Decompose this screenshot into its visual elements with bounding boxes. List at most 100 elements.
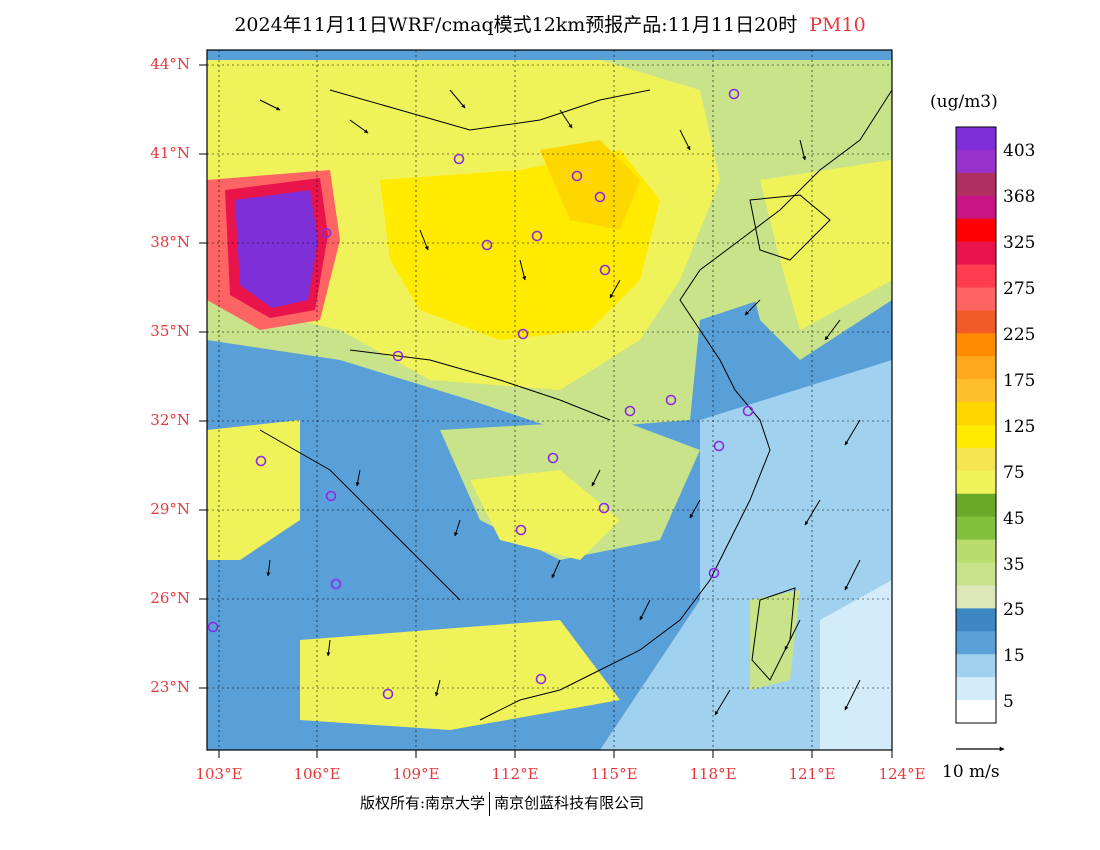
city-marker bbox=[535, 673, 547, 685]
colorbar-label: 5 bbox=[1003, 692, 1014, 712]
colorbar-swatch bbox=[956, 700, 996, 724]
city-marker bbox=[728, 88, 740, 100]
city-marker bbox=[713, 440, 725, 452]
colorbar-swatch bbox=[956, 402, 996, 426]
city-marker bbox=[531, 230, 543, 242]
city-marker bbox=[453, 153, 465, 165]
colorbar-swatch bbox=[956, 493, 996, 518]
lat-label: 35°N bbox=[150, 322, 190, 340]
colorbar-label: 225 bbox=[1003, 325, 1036, 345]
colorbar-swatch bbox=[956, 425, 996, 449]
city-marker bbox=[382, 688, 394, 700]
colorbar-swatch bbox=[956, 218, 996, 243]
city-marker bbox=[665, 394, 677, 406]
colorbar-swatch bbox=[956, 447, 996, 472]
lat-label: 44°N bbox=[150, 55, 190, 73]
colorbar-swatch bbox=[956, 562, 996, 586]
lon-label: 115°E bbox=[590, 765, 638, 783]
lon-ticks bbox=[218, 750, 893, 758]
city-marker bbox=[571, 170, 583, 182]
lon-label: 118°E bbox=[689, 765, 737, 783]
colorbar-label: 275 bbox=[1003, 279, 1036, 299]
lon-label: 109°E bbox=[392, 765, 440, 783]
shandong-yellow bbox=[760, 160, 892, 330]
colorbar-swatch bbox=[956, 677, 996, 701]
colorbar-label: 25 bbox=[1003, 600, 1025, 620]
colorbar-swatch bbox=[956, 470, 996, 495]
colorbar-swatch bbox=[956, 333, 996, 357]
colorbar-unit: (ug/m3) bbox=[930, 92, 998, 112]
variable-name: PM10 bbox=[809, 14, 866, 36]
wind-reference-label: 10 m/s bbox=[942, 762, 1000, 782]
colorbar-swatch bbox=[956, 195, 996, 220]
map-frame bbox=[206, 49, 893, 751]
lat-label: 32°N bbox=[150, 411, 190, 429]
coastline-boundaries bbox=[259, 89, 892, 721]
colorbar-swatch bbox=[956, 608, 996, 632]
colorbar-label: 75 bbox=[1003, 463, 1025, 483]
footer: 版权所有:南京大学 南京创蓝科技有限公司 bbox=[360, 792, 644, 816]
copyright-text: 版权所有:南京大学 bbox=[360, 794, 486, 812]
colorbar-label: 403 bbox=[1003, 141, 1036, 161]
city-marker bbox=[547, 452, 559, 464]
colorbar-swatch bbox=[956, 539, 996, 564]
lat-label: 29°N bbox=[150, 500, 190, 518]
colorbar-swatch bbox=[956, 585, 996, 609]
south-yellow bbox=[300, 620, 620, 730]
title-text: 2024年11月11日WRF/cmaq模式12km预报产品:11月11日20时 bbox=[234, 14, 798, 36]
footer-divider bbox=[489, 792, 491, 816]
lat-ticks bbox=[199, 64, 207, 689]
colorbar-label: 125 bbox=[1003, 417, 1036, 437]
colorbar-label: 35 bbox=[1003, 555, 1025, 575]
colorbar-swatch bbox=[956, 149, 996, 174]
colorbar-label: 175 bbox=[1003, 371, 1036, 391]
graticule bbox=[207, 50, 892, 750]
colorbar-swatch bbox=[956, 516, 996, 541]
colorbar-label: 45 bbox=[1003, 509, 1025, 529]
city-marker bbox=[624, 405, 636, 417]
lon-label: 103°E bbox=[195, 765, 243, 783]
city-marker bbox=[708, 567, 720, 579]
city-marker bbox=[481, 239, 493, 251]
city-marker bbox=[599, 264, 611, 276]
colorbar-label: 15 bbox=[1003, 646, 1025, 666]
map-field bbox=[207, 50, 892, 750]
central-yellow bbox=[470, 470, 620, 560]
colorbar-label: 325 bbox=[1003, 233, 1036, 253]
wind-vectors bbox=[259, 89, 861, 716]
city-marker bbox=[320, 227, 332, 239]
company-text: 南京创蓝科技有限公司 bbox=[494, 794, 645, 812]
colorbar-swatch bbox=[956, 241, 996, 266]
colorbar-swatch bbox=[956, 356, 996, 380]
city-marker bbox=[517, 328, 529, 340]
city-marker bbox=[325, 490, 337, 502]
lon-label: 106°E bbox=[293, 765, 341, 783]
taiwan-green bbox=[750, 590, 800, 690]
city-marker bbox=[330, 578, 342, 590]
city-marker bbox=[392, 350, 404, 362]
city-marker bbox=[742, 405, 754, 417]
lon-label: 124°E bbox=[878, 765, 926, 783]
colorbar-swatch bbox=[956, 127, 996, 151]
colorbar-swatch bbox=[956, 287, 996, 311]
colorbar-swatch bbox=[956, 172, 996, 197]
colorbar-swatch bbox=[956, 379, 996, 403]
colorbar-swatch bbox=[956, 310, 996, 334]
colorbar-frame bbox=[955, 126, 997, 724]
lat-label: 23°N bbox=[150, 678, 190, 696]
sichuan-basin-yellow bbox=[207, 420, 300, 560]
colorbar-swatch bbox=[956, 264, 996, 288]
city-marker bbox=[598, 502, 610, 514]
colorbar-swatch bbox=[956, 654, 996, 678]
western-dust-core bbox=[235, 190, 318, 308]
lat-label: 41°N bbox=[150, 144, 190, 162]
lat-label: 38°N bbox=[150, 233, 190, 251]
lon-label: 112°E bbox=[491, 765, 539, 783]
colorbar-label: 368 bbox=[1003, 187, 1036, 207]
pacific-lightest bbox=[820, 580, 892, 750]
lat-label: 26°N bbox=[150, 589, 190, 607]
east-sea-light bbox=[600, 360, 892, 750]
colorbar-swatch bbox=[956, 631, 996, 655]
city-marker bbox=[594, 191, 606, 203]
